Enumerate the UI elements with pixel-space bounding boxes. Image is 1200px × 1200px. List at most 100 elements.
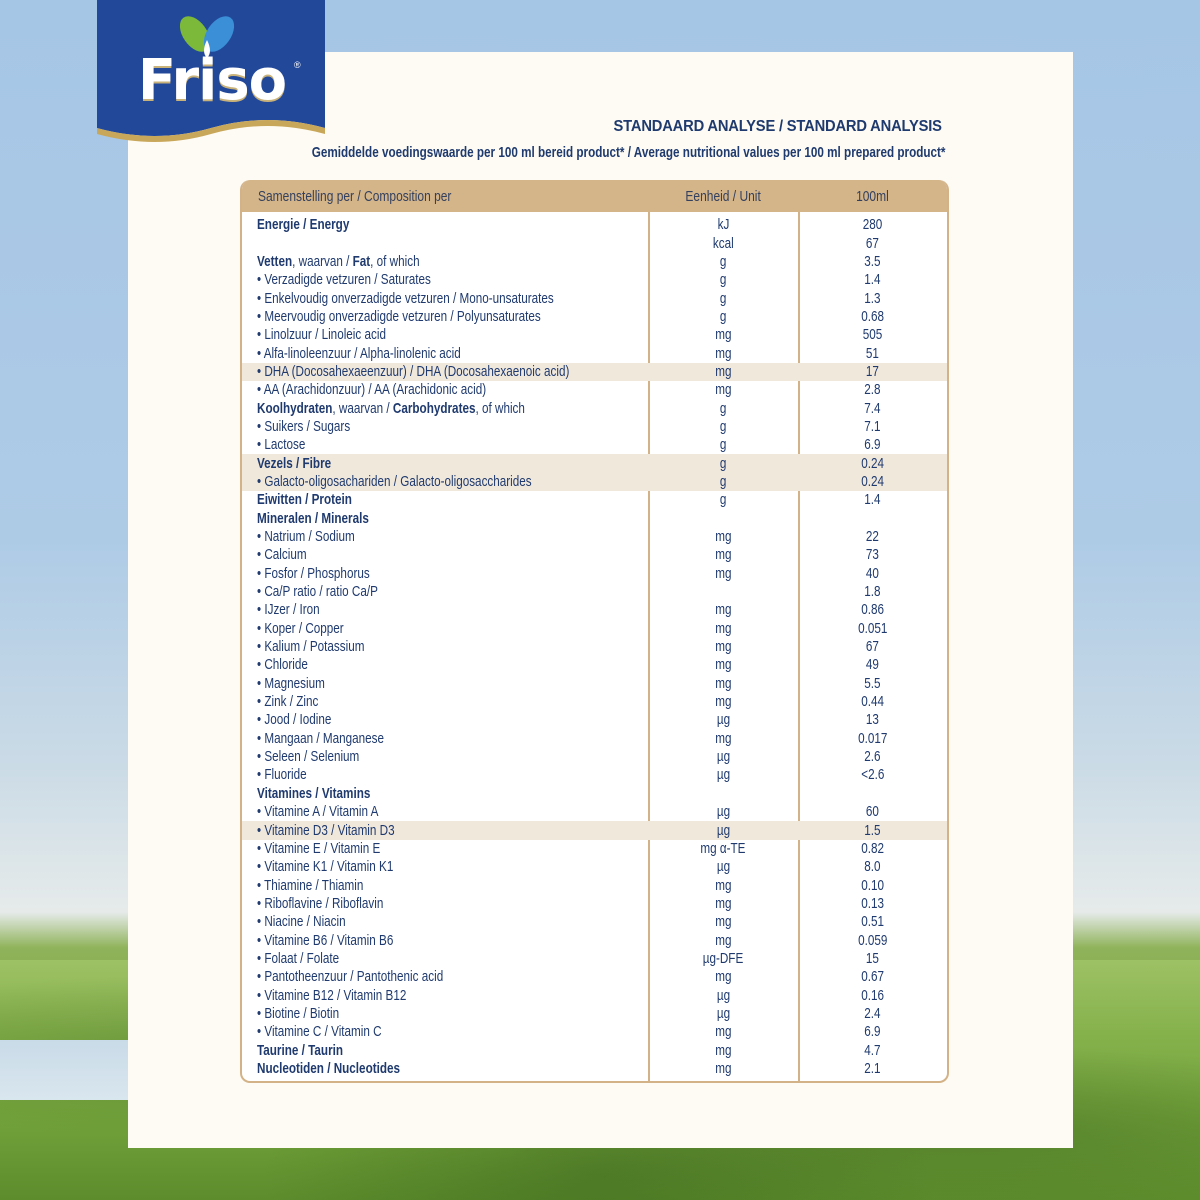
nutrient-label: • Lactose <box>257 436 306 454</box>
table-row: Vetten, waarvan / Fat, of which g 3.5 <box>242 253 947 271</box>
table-row: Mineralen / Minerals <box>242 510 947 528</box>
nutrient-label: • Meervoudig onverzadigde vetzuren / Pol… <box>257 307 541 325</box>
nutrient-value: 2.8 <box>864 381 881 399</box>
nutrient-unit: g <box>719 472 727 490</box>
nutrient-unit: mg <box>714 1041 732 1059</box>
table-row: Vitamines / Vitamins <box>242 785 947 803</box>
nutrient-unit: mg <box>714 546 732 564</box>
nutrient-value: 51 <box>865 344 880 362</box>
nutrient-label: • Fosfor / Phosphorus <box>257 564 370 582</box>
nutrient-value: 1.3 <box>864 289 881 307</box>
nutrient-label: • Verzadigde vetzuren / Saturates <box>257 271 431 289</box>
nutrient-unit: µg <box>716 858 730 876</box>
registered-mark: ® <box>294 60 301 70</box>
nutrient-unit: g <box>719 436 727 454</box>
nutrient-value: 4.7 <box>864 1041 881 1059</box>
nutrient-unit: g <box>719 289 727 307</box>
nutrient-unit: kcal <box>712 234 734 252</box>
nutrient-unit: mg α-TE <box>700 839 746 857</box>
table-row: • Ca/P ratio / ratio Ca/P 1.8 <box>242 583 947 601</box>
table-row: • Meervoudig onverzadigde vetzuren / Pol… <box>242 308 947 326</box>
nutrient-label: Mineralen / Minerals <box>257 509 369 527</box>
table-row: • Biotine / Biotin µg 2.4 <box>242 1005 947 1023</box>
nutrient-label: • Vitamine B6 / Vitamin B6 <box>257 931 394 949</box>
nutrient-unit: mg <box>714 656 732 674</box>
nutrient-label: Vezels / Fibre <box>257 454 332 472</box>
banner-shape <box>97 0 325 142</box>
table-row: • IJzer / Iron mg 0.86 <box>242 601 947 619</box>
nutrient-unit: g <box>719 454 727 472</box>
nutrient-unit: µg <box>716 766 730 784</box>
nutrient-value: 67 <box>865 234 880 252</box>
column-header-unit: Eenheid / Unit <box>685 187 761 205</box>
nutrient-label: • Natrium / Sodium <box>257 528 355 546</box>
nutrient-label: Eiwitten / Protein <box>257 491 352 509</box>
brand-logo-text: Friso <box>137 48 287 113</box>
table-row: • Lactose g 6.9 <box>242 436 947 454</box>
nutrition-table: Samenstelling per / Composition per Eenh… <box>240 180 949 1083</box>
table-row: • Chloride mg 49 <box>242 656 947 674</box>
nutrient-unit: mg <box>714 894 732 912</box>
nutrient-value: <2.6 <box>860 766 885 784</box>
nutrient-value: 7.1 <box>864 417 881 435</box>
table-row: Vezels / Fibre g 0.24 <box>242 454 947 473</box>
table-row: • Folaat / Folate µg-DFE 15 <box>242 950 947 968</box>
nutrient-value: 0.16 <box>861 986 884 1004</box>
nutrient-label-nl: Koolhydraten <box>257 399 333 417</box>
column-header-value: 100ml <box>856 187 889 205</box>
water-background <box>0 1040 130 1100</box>
table-row: • Vitamine B12 / Vitamin B12 µg 0.16 <box>242 986 947 1004</box>
table-row: • Jood / Iodine µg 13 <box>242 711 947 729</box>
table-header: Samenstelling per / Composition per Eenh… <box>242 180 947 212</box>
table-row: • Vitamine B6 / Vitamin B6 mg 0.059 <box>242 931 947 949</box>
nutrient-label-suffix: , of which <box>475 399 525 417</box>
nutrient-unit: µg-DFE <box>702 949 744 967</box>
nutrient-label-sep: , waarvan / <box>292 252 353 270</box>
table-row: • Galacto-oligosachariden / Galacto-olig… <box>242 472 947 492</box>
nutrient-unit: g <box>719 491 727 509</box>
nutrient-unit: µg <box>716 748 730 766</box>
nutrient-label: • DHA (Docosahexaeenzuur) / DHA (Docosah… <box>257 362 570 380</box>
nutrient-unit: mg <box>714 1059 732 1077</box>
nutrient-unit: mg <box>714 638 732 656</box>
nutrient-label: Taurine / Taurin <box>257 1041 344 1059</box>
nutrient-unit: g <box>719 271 727 289</box>
table-row: Energie / Energy kJ 280 <box>242 216 947 234</box>
nutrient-label: • Vitamine B12 / Vitamin B12 <box>257 986 407 1004</box>
nutrient-value: 0.67 <box>861 968 884 986</box>
nutrient-value: 280 <box>862 216 883 234</box>
nutrient-label: • Riboflavine / Riboflavin <box>257 894 384 912</box>
nutrient-unit: mg <box>714 674 732 692</box>
table-row: • Vitamine D3 / Vitamin D3 µg 1.5 <box>242 821 947 840</box>
table-row: • Thiamine / Thiamin mg 0.10 <box>242 876 947 894</box>
nutrient-value: 0.051 <box>857 619 888 637</box>
column-divider <box>798 212 800 1081</box>
nutrient-label: • Vitamine E / Vitamin E <box>257 839 381 857</box>
table-row: • Calcium mg 73 <box>242 546 947 564</box>
nutrient-value: 3.5 <box>864 252 881 270</box>
nutrient-label-suffix: , of which <box>370 252 420 270</box>
table-row: kcal 67 <box>242 234 947 252</box>
table-row: Eiwitten / Protein g 1.4 <box>242 491 947 509</box>
nutrient-label: • Zink / Zinc <box>257 693 319 711</box>
nutrient-value: 0.82 <box>861 839 884 857</box>
nutrient-value: 0.059 <box>857 931 888 949</box>
nutrient-label: Vetten, waarvan / Fat, of which <box>257 253 420 271</box>
nutrient-label-en: Fat <box>352 252 371 270</box>
nutrient-value: 15 <box>865 949 880 967</box>
nutrient-unit: mg <box>714 528 732 546</box>
nutrient-label-en: Carbohydrates <box>392 399 476 417</box>
nutrient-label: Vitamines / Vitamins <box>257 784 371 802</box>
nutrient-value: 22 <box>865 528 880 546</box>
nutrient-label: • Jood / Iodine <box>257 711 332 729</box>
nutrient-label: • Thiamine / Thiamin <box>257 876 364 894</box>
column-divider <box>648 212 650 1081</box>
friso-logo-banner: Friso ® <box>97 0 325 142</box>
nutrient-value: 40 <box>865 564 880 582</box>
nutrient-value: 1.4 <box>864 491 881 509</box>
nutrient-value: 0.24 <box>861 454 884 472</box>
nutrient-value: 7.4 <box>864 399 881 417</box>
nutrient-unit: mg <box>714 876 732 894</box>
nutrient-unit: g <box>719 399 727 417</box>
table-row: • Kalium / Potassium mg 67 <box>242 638 947 656</box>
